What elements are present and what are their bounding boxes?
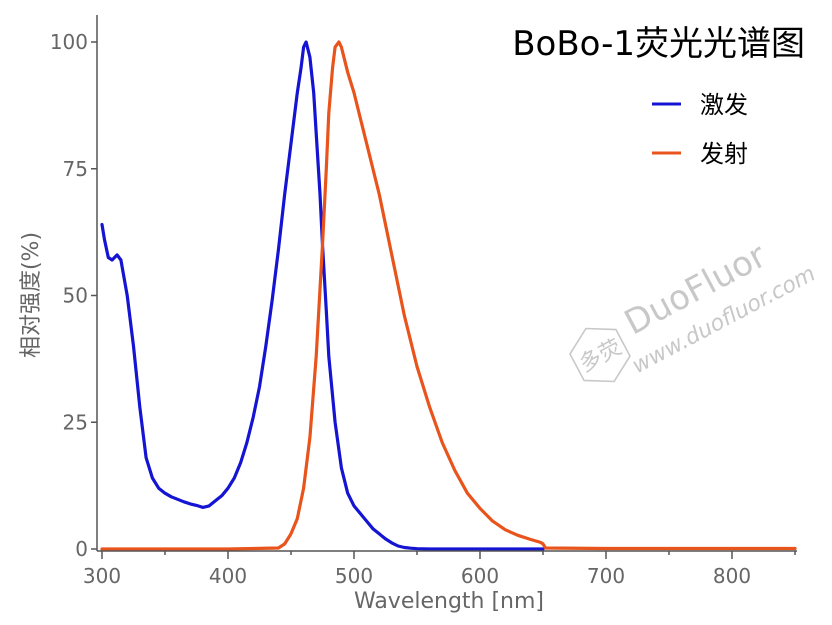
y-tick-label: 0	[75, 537, 88, 561]
axes: 0 25 50 75 100 300 400 500 600 700 800	[50, 15, 797, 588]
x-tick-label: 400	[209, 564, 247, 588]
y-tick-label: 100	[50, 30, 88, 54]
series-line-0	[100, 40, 545, 551]
x-tick-label: 700	[587, 564, 625, 588]
chart-title: BoBo-1荧光光谱图	[512, 24, 805, 64]
y-tick-label: 25	[63, 410, 88, 434]
x-tick-label: 500	[335, 564, 373, 588]
watermark: 多荧 DuoFluor www.duofluor.com	[569, 236, 820, 383]
x-tick-label: 300	[83, 564, 121, 588]
x-tick-label: 600	[461, 564, 499, 588]
x-tick-label: 800	[713, 564, 751, 588]
series-line-1	[100, 40, 797, 551]
legend-label-emission: 发射	[700, 140, 748, 168]
x-axis-title: Wavelength [nm]	[354, 589, 544, 614]
watermark-logo-text: 多荧	[575, 335, 626, 378]
y-tick-label: 75	[63, 157, 88, 181]
legend: 激发 发射	[652, 91, 748, 168]
duofluor-logo-icon: 多荧	[569, 327, 631, 383]
legend-label-excitation: 激发	[700, 91, 748, 119]
y-axis-title: 相对强度(%)	[19, 232, 44, 358]
y-tick-label: 50	[63, 284, 88, 308]
series-layer	[100, 40, 797, 551]
